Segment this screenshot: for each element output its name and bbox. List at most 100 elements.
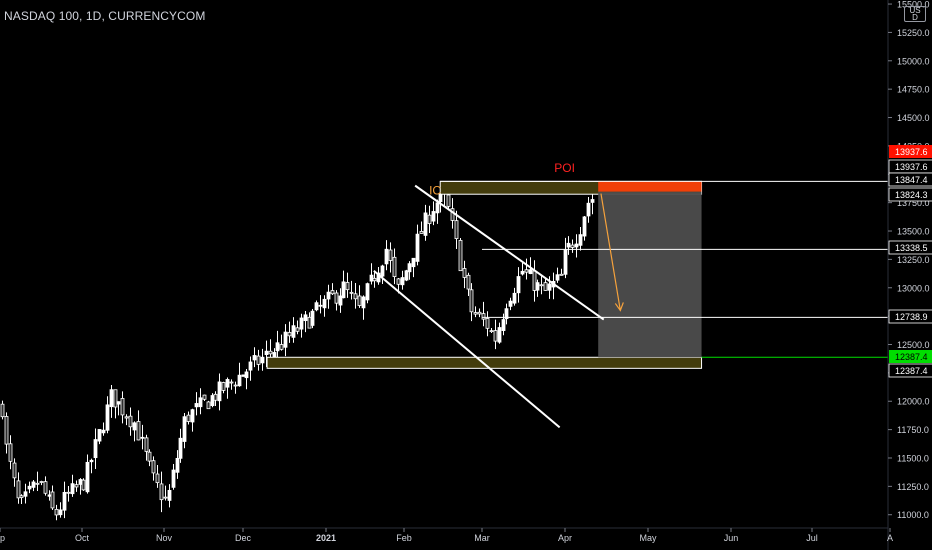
currency-label: US D: [909, 6, 921, 22]
price-tick-label: 14500.0: [897, 113, 930, 123]
candle-down: [0, 403, 5, 418]
candle-up: [512, 292, 517, 304]
candle-down: [372, 277, 377, 282]
trendline-channel-lower[interactable]: [373, 269, 561, 429]
candle-down: [221, 382, 226, 391]
candle-down: [113, 389, 118, 408]
candle-down: [124, 416, 129, 419]
candle-up: [194, 403, 199, 408]
candle-down: [229, 381, 234, 384]
candle-down: [151, 460, 156, 474]
candle-up: [58, 509, 63, 516]
time-tick-label: Mar: [474, 533, 490, 543]
candlestick-series: [0, 182, 595, 521]
candle-down: [186, 414, 191, 422]
candle-down: [74, 484, 79, 488]
candle-down: [462, 268, 467, 278]
candle-up: [109, 389, 114, 408]
candle-up: [314, 302, 319, 311]
position-target-area[interactable]: [598, 191, 702, 358]
price-tick-label: 11750.0: [897, 425, 929, 435]
price-label[interactable]: 13824.3: [888, 187, 932, 202]
price-tick-label: 11000.0: [897, 510, 929, 520]
candle-up: [586, 202, 591, 217]
time-tick-label: Nov: [156, 533, 173, 543]
candle-up: [504, 308, 509, 320]
price-label[interactable]: 13847.4: [888, 172, 932, 187]
price-tick-label: 11250.0: [897, 482, 929, 492]
price-label[interactable]: 12387.4: [889, 350, 932, 363]
candle-down: [128, 415, 133, 428]
candle-down: [388, 249, 393, 261]
candle-down: [334, 292, 339, 304]
candle-up: [198, 397, 203, 408]
candle-up: [217, 381, 222, 402]
candle-up: [303, 314, 308, 322]
candle-up: [322, 298, 327, 309]
currency-badge[interactable]: US D: [904, 6, 926, 22]
candle-up: [225, 379, 230, 388]
price-label-bg: [888, 240, 932, 255]
candle-down: [345, 282, 350, 291]
price-label[interactable]: 13338.5: [888, 240, 932, 255]
candle-down: [66, 491, 71, 494]
price-label[interactable]: 12387.4: [888, 363, 932, 378]
candle-up: [365, 283, 370, 301]
time-axis: p Oct Nov Dec 2021 Feb Mar Apr May Jun Jul A: [0, 528, 893, 543]
price-label[interactable]: 12738.9: [888, 309, 932, 324]
candle-up: [182, 416, 187, 442]
candle-up: [380, 265, 385, 277]
price-label-bg: [888, 172, 932, 187]
candle-down: [427, 214, 432, 224]
chart-title: NASDAQ 100, 1D, CURRENCYCOM: [4, 9, 206, 23]
candle-down: [353, 293, 358, 300]
time-tick-label: A: [887, 533, 893, 543]
candle-up: [590, 199, 595, 203]
arrow-head-icon: [614, 302, 624, 312]
candle-down: [144, 437, 149, 452]
price-tick-label: 11500.0: [897, 453, 929, 463]
candle-down: [50, 491, 55, 509]
candle-up: [31, 481, 36, 488]
candle-down: [458, 240, 463, 272]
candle-up: [435, 202, 440, 214]
candle-down: [43, 481, 48, 494]
price-tick-label: 14750.0: [897, 85, 930, 95]
candle-down: [477, 311, 482, 315]
candle-down: [163, 496, 168, 499]
candle-down: [532, 270, 537, 291]
time-tick-label: Jun: [724, 533, 739, 543]
price-label[interactable]: 13937.6: [889, 145, 932, 158]
candle-up: [341, 281, 346, 299]
candle-up: [272, 352, 277, 358]
candle-up: [508, 300, 513, 307]
candle-up: [431, 211, 436, 222]
price-label-bg: [888, 309, 932, 324]
drawing-layer: IC POI: [266, 161, 888, 429]
candle-up: [62, 491, 67, 511]
candle-down: [450, 208, 455, 221]
candle-down: [543, 282, 548, 291]
price-tick-label: 12000.0: [897, 397, 930, 407]
price-label[interactable]: 13937.6: [888, 159, 932, 174]
candle-down: [524, 269, 529, 273]
projection-arrow[interactable]: [600, 193, 621, 311]
candle-down: [39, 481, 44, 483]
candle-down: [295, 327, 300, 332]
candle-down: [307, 316, 312, 329]
candle-down: [4, 416, 9, 445]
candle-down: [446, 194, 451, 207]
candle-up: [497, 327, 502, 343]
candle-up: [264, 350, 269, 356]
candle-up: [244, 371, 249, 379]
trendline-channel-upper[interactable]: [414, 184, 605, 321]
position-stop-area[interactable]: [598, 181, 702, 192]
candle-down: [8, 443, 13, 462]
candle-up: [178, 437, 183, 459]
candle-down: [136, 421, 141, 441]
price-tick-label: 15250.0: [897, 28, 930, 38]
candle-up: [582, 216, 587, 237]
candle-down: [357, 295, 362, 306]
